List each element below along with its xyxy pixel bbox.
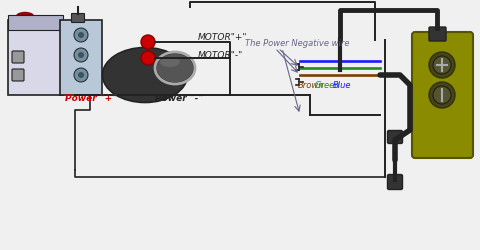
- Circle shape: [429, 53, 455, 79]
- Circle shape: [78, 53, 84, 59]
- FancyBboxPatch shape: [8, 16, 63, 31]
- FancyBboxPatch shape: [60, 21, 102, 96]
- FancyBboxPatch shape: [72, 14, 84, 24]
- Ellipse shape: [160, 58, 180, 68]
- Text: Brown: Brown: [298, 81, 324, 90]
- FancyBboxPatch shape: [412, 33, 473, 158]
- Ellipse shape: [16, 14, 34, 22]
- Circle shape: [78, 73, 84, 79]
- FancyBboxPatch shape: [387, 175, 403, 190]
- Text: Power "+": Power "+": [65, 94, 117, 102]
- Circle shape: [141, 36, 155, 50]
- Text: Power "-": Power "-": [155, 94, 203, 102]
- FancyBboxPatch shape: [12, 70, 24, 82]
- Text: Blue: Blue: [333, 81, 351, 90]
- FancyBboxPatch shape: [429, 28, 446, 42]
- Text: Green: Green: [315, 81, 340, 90]
- Text: The Power Negative wire: The Power Negative wire: [245, 39, 349, 48]
- FancyBboxPatch shape: [387, 131, 403, 144]
- Circle shape: [433, 57, 451, 75]
- Text: MOTOR"+": MOTOR"+": [198, 33, 248, 42]
- Text: MOTOR"-": MOTOR"-": [198, 51, 243, 60]
- Circle shape: [78, 33, 84, 39]
- Circle shape: [74, 69, 88, 83]
- Circle shape: [74, 29, 88, 43]
- FancyBboxPatch shape: [8, 21, 63, 96]
- Circle shape: [429, 83, 455, 108]
- Ellipse shape: [156, 54, 194, 84]
- FancyBboxPatch shape: [18, 15, 32, 23]
- Ellipse shape: [103, 48, 188, 103]
- FancyBboxPatch shape: [12, 52, 24, 64]
- Circle shape: [141, 52, 155, 66]
- Circle shape: [433, 87, 451, 104]
- Circle shape: [74, 49, 88, 63]
